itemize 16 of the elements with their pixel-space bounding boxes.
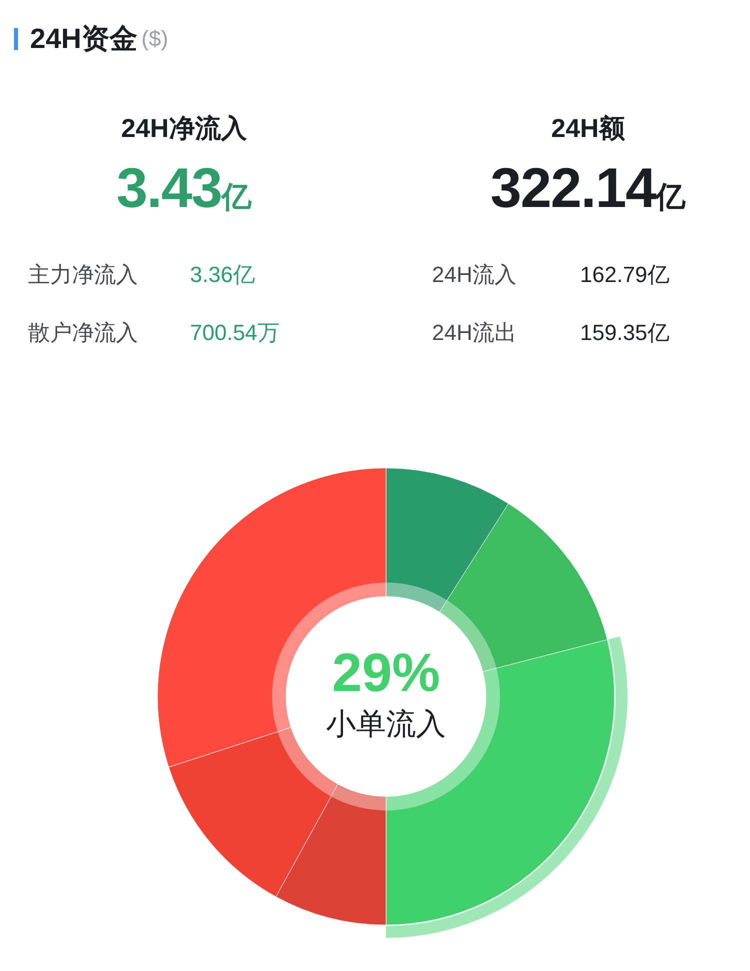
text: 24H流出: [432, 320, 516, 345]
text: ($): [141, 26, 168, 51]
text: 24H额: [550, 113, 626, 143]
text: 主力净流入: [28, 262, 138, 287]
text: 24H资金: [30, 23, 138, 54]
data-label: 29%: [330, 643, 442, 703]
text: 162.79亿: [580, 262, 670, 287]
slice-label: 小单流入: [325, 708, 447, 741]
text: 700.54万: [190, 320, 280, 345]
text: 3.43亿: [116, 156, 252, 219]
text: 24H净流入: [120, 113, 248, 143]
text: 159.35亿: [580, 320, 670, 345]
text: 散户净流入: [28, 320, 138, 345]
text: 24H流入: [432, 262, 516, 287]
text: 3.36亿: [190, 262, 255, 287]
text: 322.14亿: [490, 156, 686, 219]
